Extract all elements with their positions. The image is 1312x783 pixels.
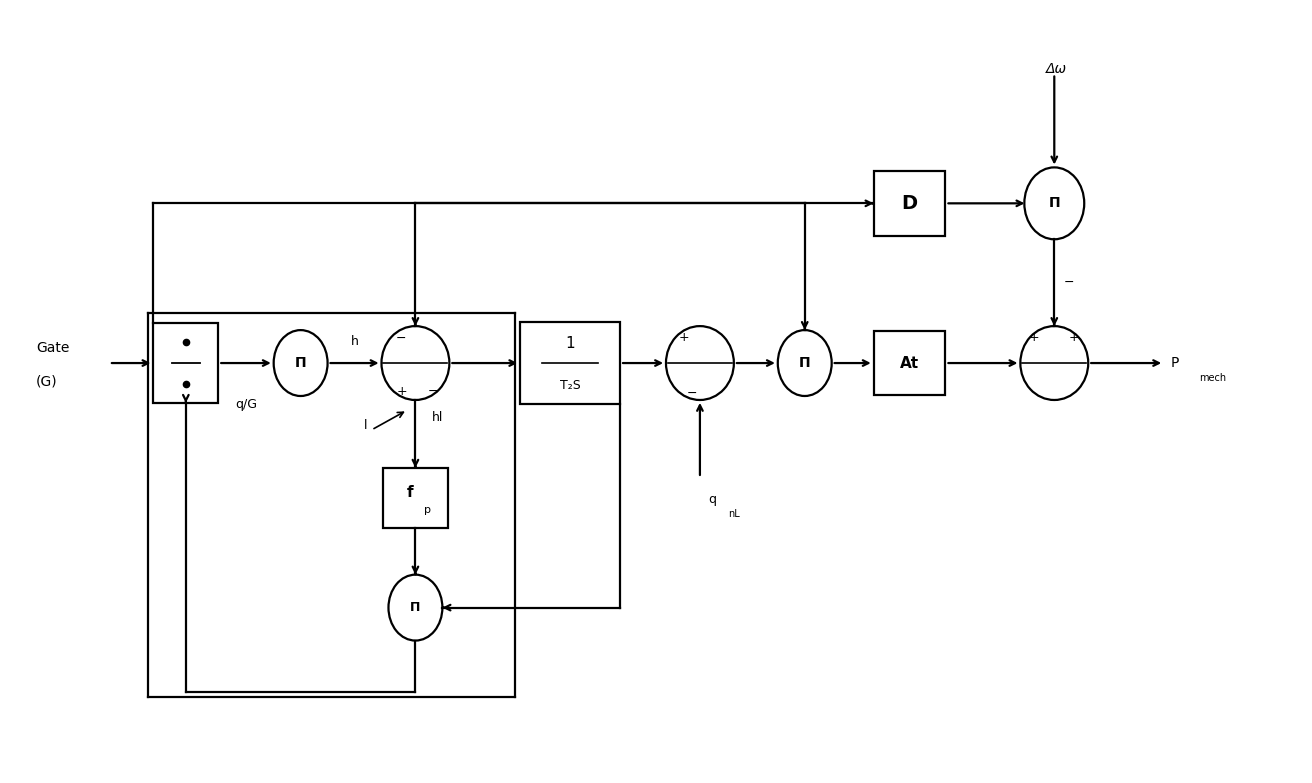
Text: q: q	[708, 493, 716, 507]
Ellipse shape	[778, 330, 832, 396]
Text: +: +	[1069, 330, 1080, 344]
Text: p: p	[424, 505, 430, 514]
Ellipse shape	[382, 326, 450, 400]
Text: mech: mech	[1199, 373, 1227, 383]
Text: At: At	[900, 355, 920, 370]
Bar	[874, 330, 946, 395]
Text: +: +	[678, 330, 689, 344]
Text: +: +	[396, 384, 407, 398]
Text: Π: Π	[295, 356, 307, 370]
Text: (G): (G)	[37, 374, 58, 388]
Text: nL: nL	[728, 509, 740, 519]
Bar	[154, 323, 218, 403]
Text: q/G: q/G	[235, 399, 257, 412]
Ellipse shape	[1021, 326, 1088, 400]
Text: h: h	[350, 334, 358, 348]
Text: 1: 1	[565, 336, 575, 351]
Text: Π: Π	[1048, 197, 1060, 211]
Text: hl: hl	[432, 411, 443, 424]
Text: −: −	[428, 384, 438, 398]
Text: T₂S: T₂S	[560, 378, 580, 392]
Text: −: −	[686, 387, 697, 399]
Text: Π: Π	[799, 356, 811, 370]
Text: f: f	[407, 485, 413, 500]
Text: −: −	[1064, 276, 1075, 289]
Text: +: +	[1029, 330, 1039, 344]
Text: Gate: Gate	[37, 341, 70, 355]
Text: Δω: Δω	[1046, 62, 1067, 76]
Text: l: l	[363, 420, 367, 432]
Text: P: P	[1172, 356, 1179, 370]
Ellipse shape	[388, 575, 442, 640]
Bar	[383, 468, 447, 528]
Text: D: D	[901, 194, 917, 213]
Bar	[874, 171, 946, 236]
Bar	[521, 322, 621, 404]
Ellipse shape	[274, 330, 328, 396]
Ellipse shape	[666, 326, 733, 400]
Text: Π: Π	[411, 601, 421, 614]
Ellipse shape	[1025, 168, 1084, 240]
Text: −: −	[396, 331, 407, 345]
